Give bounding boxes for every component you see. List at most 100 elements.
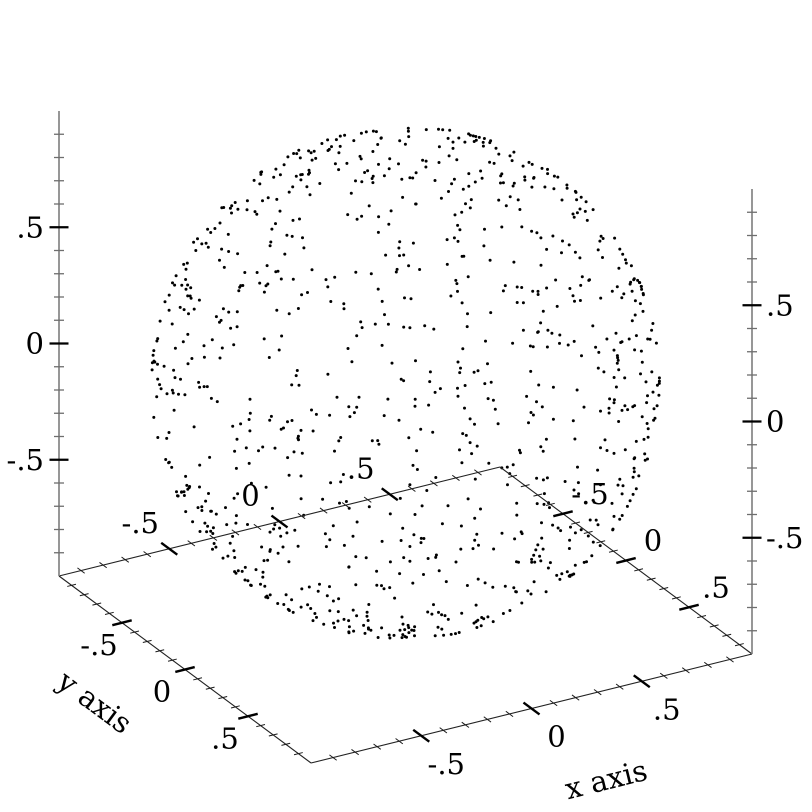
data-point — [473, 477, 477, 481]
data-point — [196, 237, 199, 241]
data-point — [576, 481, 580, 485]
data-point — [184, 267, 188, 271]
data-point — [474, 603, 478, 607]
data-point — [213, 227, 217, 230]
data-point — [382, 587, 386, 591]
data-point — [301, 236, 304, 240]
data-point — [598, 544, 602, 548]
data-point — [393, 596, 397, 600]
data-point — [337, 597, 341, 601]
data-point — [445, 262, 449, 266]
data-point — [231, 534, 235, 538]
data-point — [280, 334, 284, 338]
data-point — [399, 377, 403, 381]
data-point — [156, 362, 159, 366]
data-point — [329, 481, 333, 485]
x-axis-far-minor-tick — [253, 523, 262, 531]
data-point — [500, 172, 504, 176]
y-axis-far-major-tick — [553, 510, 573, 518]
data-point — [501, 289, 505, 293]
y-axis-minor-tick — [230, 705, 240, 709]
data-point — [371, 174, 375, 178]
data-point — [151, 353, 155, 357]
data-point — [275, 197, 279, 201]
data-point — [377, 162, 380, 166]
data-point — [615, 285, 619, 289]
data-point — [209, 231, 213, 234]
data-point — [198, 463, 202, 467]
data-point — [307, 168, 311, 172]
data-point — [540, 521, 543, 525]
data-point — [637, 474, 641, 478]
data-point — [176, 494, 179, 498]
data-point — [590, 554, 594, 558]
data-point — [290, 419, 294, 422]
data-point — [546, 172, 550, 176]
data-point — [651, 322, 655, 325]
x-axis-minor-tick — [659, 672, 668, 679]
data-point — [338, 501, 341, 505]
data-point — [409, 297, 413, 301]
data-point — [447, 190, 450, 193]
data-point — [565, 186, 569, 190]
data-point — [599, 409, 602, 413]
data-point — [560, 198, 564, 202]
data-point — [496, 422, 500, 426]
data-point — [426, 610, 430, 614]
data-point — [446, 504, 450, 508]
data-point — [255, 212, 259, 216]
data-point — [599, 234, 603, 238]
data-point — [347, 625, 351, 629]
data-point — [220, 247, 224, 251]
data-point — [494, 146, 498, 150]
data-point — [413, 513, 417, 516]
data-point — [620, 296, 624, 300]
data-point — [291, 610, 295, 614]
data-point — [347, 619, 351, 623]
data-point — [500, 225, 504, 229]
y-axis-far-tick-label: 0 — [644, 524, 662, 558]
data-point — [648, 337, 652, 341]
data-point — [218, 258, 221, 262]
data-point — [539, 263, 543, 267]
data-point — [265, 264, 269, 268]
data-point — [463, 406, 466, 410]
data-point — [299, 178, 303, 182]
data-point — [299, 605, 303, 609]
data-point — [208, 455, 212, 459]
data-point — [406, 126, 410, 130]
data-point — [482, 244, 486, 248]
data-point — [439, 196, 443, 200]
data-point — [526, 589, 530, 593]
data-point — [347, 405, 351, 409]
data-point — [380, 626, 384, 630]
data-point — [426, 557, 430, 560]
data-point — [264, 284, 268, 288]
data-point — [398, 139, 402, 143]
data-point — [290, 234, 294, 238]
data-point — [550, 331, 554, 335]
data-point — [357, 395, 361, 399]
data-point — [377, 215, 381, 219]
data-point — [611, 528, 615, 532]
data-point — [567, 547, 571, 550]
data-point — [651, 390, 655, 394]
data-point — [580, 354, 583, 358]
data-point — [539, 236, 543, 240]
data-point — [535, 231, 539, 235]
data-point — [402, 379, 406, 383]
data-point — [537, 383, 541, 387]
data-point — [355, 334, 359, 338]
data-point — [527, 421, 530, 425]
data-point — [468, 133, 472, 137]
data-point — [298, 217, 301, 221]
data-point — [229, 326, 233, 330]
data-point — [530, 162, 534, 166]
data-point — [627, 337, 631, 341]
data-point — [326, 138, 330, 142]
data-point — [369, 272, 373, 276]
data-point — [255, 271, 259, 274]
x-axis-far-minor-tick — [363, 496, 372, 503]
data-point — [531, 413, 535, 417]
data-point — [397, 246, 401, 250]
